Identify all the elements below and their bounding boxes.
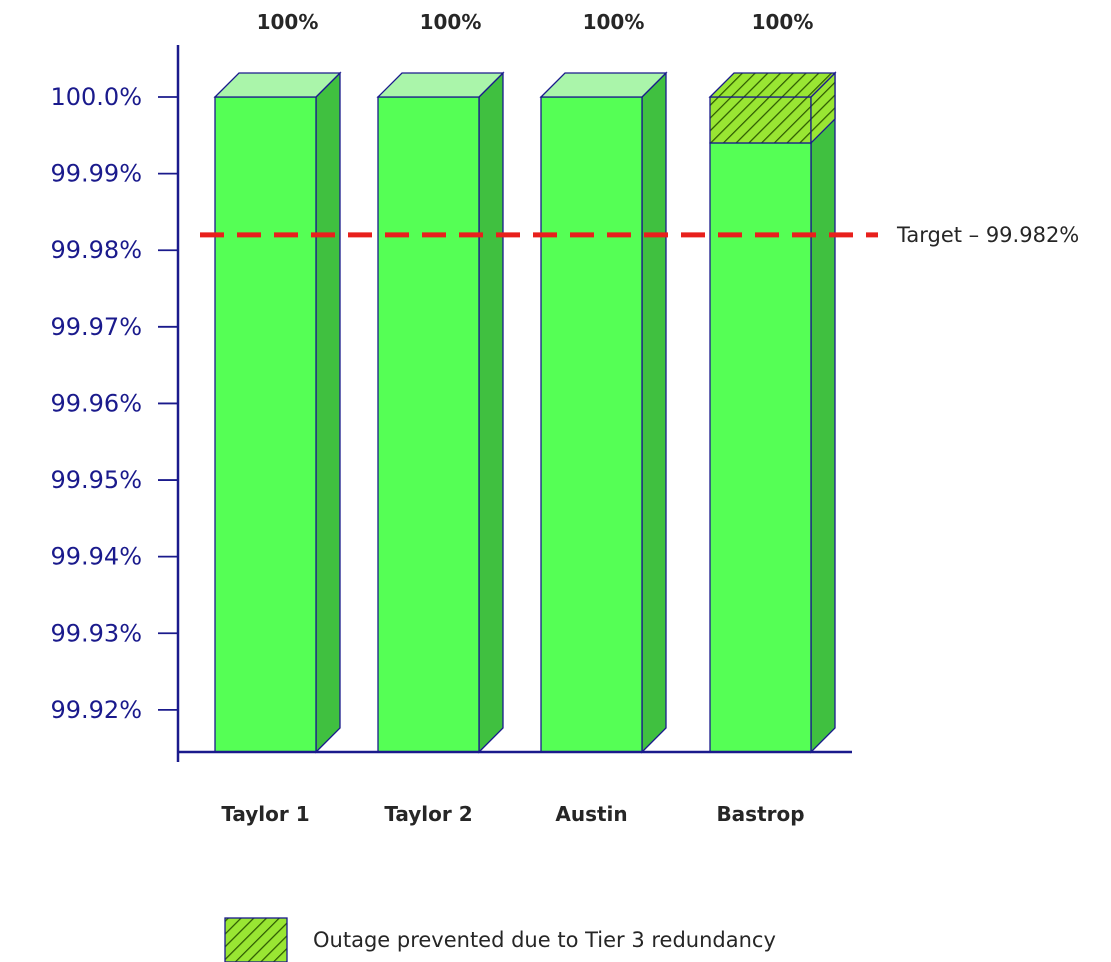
bar-side-face [315,71,341,754]
bar-side-face [478,71,504,754]
target-label: Target – 99.982% [896,223,1079,247]
data-label: 100% [257,10,319,34]
y-tick-label: 99.95% [50,466,142,494]
data-label: 100% [420,10,482,34]
x-tick-label: Bastrop [716,802,804,826]
legend-swatch-redundancy [224,917,288,962]
legend-layer: Outage prevented due to Tier 3 redundanc… [224,917,776,962]
data-label: 100% [583,10,645,34]
legend-label: Outage prevented due to Tier 3 redundanc… [313,928,776,952]
bar-redundancy-segment [709,96,812,144]
y-tick-label: 100.0% [50,83,142,111]
y-tick-label: 99.94% [50,543,142,571]
bar [709,142,812,753]
y-tick-label: 99.99% [50,160,142,188]
bars-layer [213,71,837,754]
axes-layer [158,45,852,762]
y-tick-label: 99.97% [50,313,142,341]
y-tick-label: 99.93% [50,619,142,647]
y-tick-label: 99.98% [50,236,142,264]
bar-top-face [376,72,505,98]
x-tick-label: Taylor 1 [221,802,309,826]
bar-side-face [641,71,667,754]
data-label: 100% [752,10,814,34]
y-tick-label: 99.92% [50,696,142,724]
text-layer: Taylor 1 100% Taylor 2 100% Austin 100% Bastro… [50,10,813,826]
bar-top-face [213,72,342,98]
x-tick-label: Taylor 2 [384,802,472,826]
bar-redundancy-top [708,72,837,98]
bar [540,96,643,753]
x-tick-label: Austin [555,802,627,826]
bar [214,96,317,753]
bar-side-face [810,71,836,754]
target-layer: Target – 99.982% [200,223,1079,247]
y-tick-label: 99.96% [50,389,142,417]
bar-top-face [539,72,668,98]
bar [377,96,480,753]
